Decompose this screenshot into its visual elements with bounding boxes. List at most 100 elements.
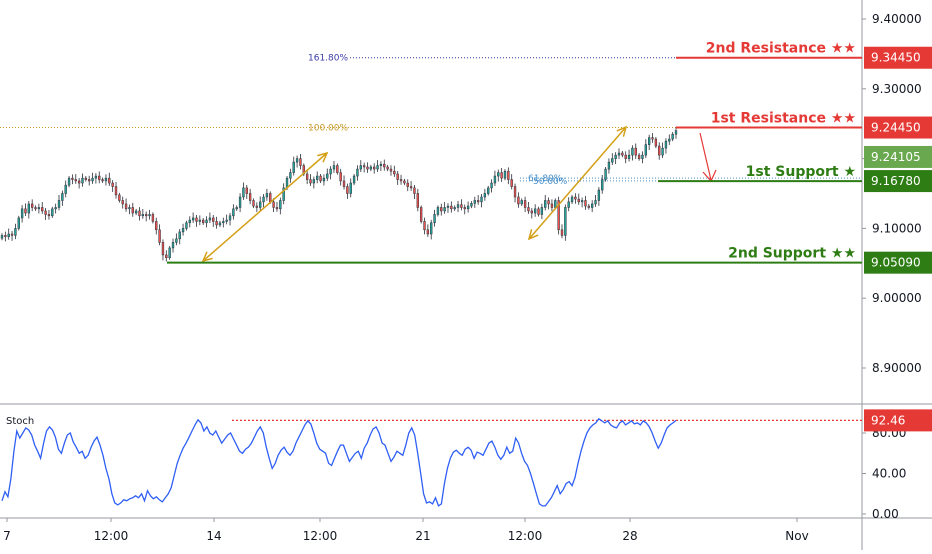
candle-body — [322, 177, 326, 182]
candle-body — [259, 201, 262, 208]
candle-body — [456, 204, 460, 208]
candle-body — [91, 177, 94, 182]
candle-body — [279, 200, 282, 210]
candle-body — [403, 180, 406, 184]
candle-body — [218, 222, 222, 226]
price-tick-label: 8.90000 — [872, 361, 922, 375]
candle-body — [614, 154, 617, 159]
candle-body — [487, 187, 490, 194]
stoch-tick-label: 0.00 — [872, 507, 899, 521]
candle-body — [61, 193, 64, 201]
candle-body — [181, 228, 185, 233]
candle-body — [393, 170, 396, 175]
candle-body — [158, 229, 161, 243]
candle-body — [0, 235, 4, 239]
candle-body — [527, 207, 530, 212]
price-tag-label: 9.34450 — [871, 51, 921, 65]
candle-body — [138, 210, 141, 217]
candle-body — [205, 219, 208, 224]
time-tick-label: 28 — [622, 529, 637, 543]
candle-body — [493, 175, 497, 184]
arrow-head — [616, 125, 628, 137]
candle-body — [101, 179, 104, 182]
candle-body — [446, 205, 450, 208]
candle-body — [624, 154, 627, 159]
fib-label: 61.80% — [528, 174, 563, 184]
candle-body — [7, 233, 10, 238]
candle-body — [460, 204, 463, 208]
candle-body — [77, 180, 81, 184]
candle-body — [346, 186, 349, 194]
candle-body — [71, 177, 74, 180]
candle-body — [114, 186, 118, 196]
candle-body — [611, 158, 614, 163]
candle-body — [654, 138, 658, 147]
stoch-last-tag — [864, 409, 932, 432]
candle-body — [564, 207, 567, 236]
candle-body — [349, 182, 352, 194]
candle-body — [597, 189, 601, 201]
candle-body — [480, 196, 483, 203]
candle-body — [530, 210, 533, 214]
candle-body — [436, 207, 440, 215]
candle-body — [329, 168, 332, 175]
candle-body — [416, 193, 419, 208]
price-axis: 9.400009.300009.200009.100009.000008.900… — [862, 12, 932, 375]
level-label: 2nd Resistance ★★ — [706, 41, 856, 57]
candle-body — [523, 200, 527, 208]
candle-body — [674, 130, 678, 135]
candle-body — [369, 166, 373, 170]
time-tick-label: 14 — [206, 529, 221, 543]
candle-body — [222, 221, 225, 224]
candle-body — [550, 203, 554, 208]
candle-body — [339, 172, 342, 182]
current-price-tag — [864, 145, 932, 168]
candle-body — [510, 179, 513, 187]
candle-body — [319, 175, 322, 182]
candle-body — [51, 208, 54, 217]
candle-body — [651, 137, 654, 140]
candle-body — [148, 214, 151, 217]
candle-body — [252, 200, 255, 207]
time-tick-label: Nov — [785, 529, 808, 543]
candle-body — [584, 200, 587, 207]
candle-body — [409, 186, 413, 189]
candle-body — [198, 219, 202, 222]
candle-body — [376, 165, 379, 170]
candle-body — [386, 166, 389, 170]
candle-body — [641, 154, 644, 159]
candle-body — [215, 221, 218, 226]
candle-body — [637, 154, 641, 159]
candle-body — [574, 196, 577, 200]
price-tag — [864, 46, 932, 69]
candle-body — [507, 170, 510, 180]
candle-body — [352, 175, 356, 184]
price-tag-label: 9.16780 — [871, 174, 921, 188]
price-tag-label: 9.05090 — [871, 256, 921, 270]
candle-body — [466, 205, 470, 210]
candle-body — [57, 200, 61, 208]
candle-body — [604, 168, 607, 180]
candle-body — [433, 214, 436, 224]
candle-body — [225, 219, 228, 222]
support-resistance-levels: 2nd Resistance ★★ 1st Resistance ★★ 1st Su… — [167, 41, 862, 264]
candle-body — [359, 165, 362, 170]
candle-body — [17, 217, 20, 229]
candle-body — [151, 214, 155, 222]
time-tick-label: 12:00 — [94, 529, 129, 543]
candle-body — [232, 208, 235, 217]
candle-body — [483, 193, 487, 198]
candle-body — [14, 228, 17, 236]
candle-body — [396, 173, 399, 180]
candle-body — [168, 247, 171, 258]
candle-body — [195, 217, 198, 222]
level-label: 2nd Support ★★ — [728, 246, 856, 262]
candle-body — [235, 207, 238, 210]
candle-body — [37, 207, 41, 210]
candle-body — [312, 179, 316, 184]
candle-body — [379, 163, 383, 166]
candle-body — [544, 200, 547, 208]
